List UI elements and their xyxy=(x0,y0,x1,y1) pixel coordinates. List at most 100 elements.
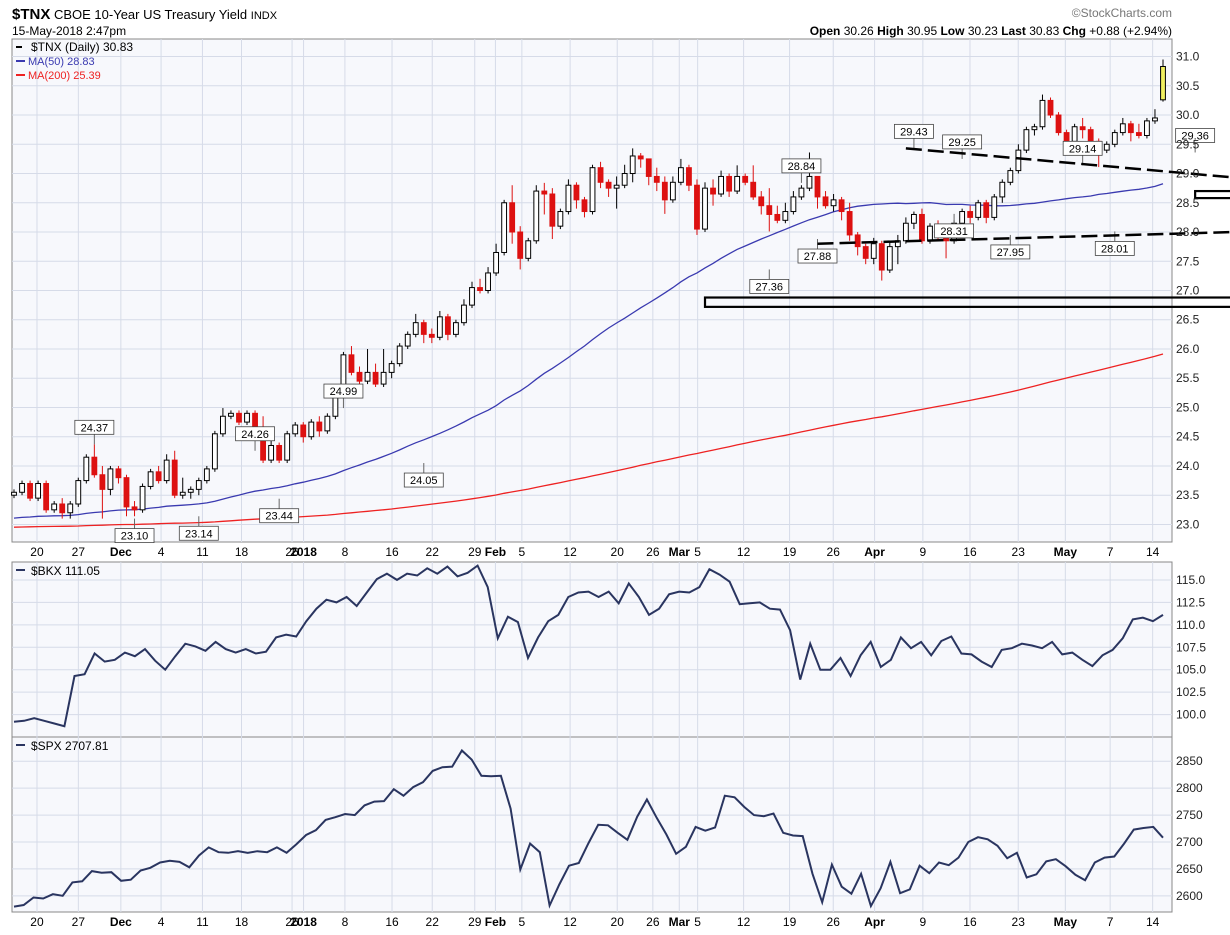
annotation-label-4: 23.44 xyxy=(265,511,293,523)
candle-body-141 xyxy=(1144,120,1150,137)
candle-body-62 xyxy=(509,202,516,233)
main-x-tick-27: 7 xyxy=(1107,545,1114,559)
candle-body-7 xyxy=(67,503,74,514)
bottom-x-tick-1: 27 xyxy=(72,915,86,929)
annotation-box-7 xyxy=(749,279,790,294)
candle-body-131 xyxy=(1063,132,1070,142)
candle-body-101 xyxy=(822,196,829,207)
bottom-x-tick-9: 16 xyxy=(385,915,399,929)
candle-body-9 xyxy=(83,456,90,482)
candle-body-84 xyxy=(686,167,692,186)
high-value: 30.95 xyxy=(907,24,938,38)
bkx-y-tick-0: 100.0 xyxy=(1176,708,1206,722)
chart-header: $TNX CBOE 10-Year US Treasury Yield INDX xyxy=(12,6,1172,23)
main-x-tick-21: 26 xyxy=(827,545,841,559)
annotation-box-11 xyxy=(942,134,983,150)
annotation-label-7: 27.36 xyxy=(756,281,784,293)
candle-body-26 xyxy=(219,415,226,435)
annotations: 24.37 23.10 23.14 24.26 23.44 24.99 24.05 27.36… xyxy=(74,123,1230,544)
candle-body-12 xyxy=(107,468,114,490)
candle-body-69 xyxy=(565,184,572,213)
spx-y-tick-1: 2650 xyxy=(1176,862,1203,876)
trendline-upper xyxy=(905,147,1230,179)
bottom-x-tick-13: 5 xyxy=(519,915,526,929)
open-value: 30.26 xyxy=(843,24,874,38)
candle-body-81 xyxy=(661,181,668,201)
candle-body-71 xyxy=(581,199,588,213)
annotation-label-5: 24.99 xyxy=(330,386,358,398)
bkx-y-tick-4: 110.0 xyxy=(1176,618,1205,632)
candle-body-35 xyxy=(292,424,299,435)
bottom-x-tick-25: 23 xyxy=(1012,915,1026,929)
candle-body-64 xyxy=(525,240,532,259)
bottom-x-tick-5: 18 xyxy=(235,915,249,929)
exchange: INDX xyxy=(250,10,278,22)
box-mar xyxy=(1194,189,1230,200)
last-value: 30.83 xyxy=(1029,24,1060,38)
last-label: Last xyxy=(1001,24,1026,38)
candle-body-114 xyxy=(927,225,933,242)
candle-body-76 xyxy=(621,173,628,186)
main-x-tick-28: 14 xyxy=(1146,545,1160,559)
main-x-tick-2: Dec xyxy=(110,545,132,559)
candle-body-30 xyxy=(252,412,258,429)
main-y-tick-9: 27.5 xyxy=(1176,254,1200,268)
candle-body-44 xyxy=(364,371,371,382)
main-x-tick-1: 27 xyxy=(72,545,86,559)
candle-body-66 xyxy=(541,190,548,195)
main-y-tick-15: 30.5 xyxy=(1176,79,1200,93)
main-x-tick-26: May xyxy=(1054,545,1078,559)
annotation-box-3 xyxy=(235,426,275,442)
candle-body-1 xyxy=(19,483,25,493)
main-x-tick-4: 11 xyxy=(196,545,209,559)
legend-bkx: $BKX 111.05 xyxy=(31,564,100,578)
candle-body-32 xyxy=(268,444,275,461)
main-x-tick-6: 26 xyxy=(285,545,299,559)
main-x-tick-8: 8 xyxy=(342,545,349,559)
annotation-label-6: 24.05 xyxy=(410,475,438,487)
spx-panel-bg xyxy=(11,736,1173,913)
main-x-tick-5: 18 xyxy=(235,545,249,559)
candle-body-94 xyxy=(766,205,773,215)
candle-body-113 xyxy=(919,213,925,242)
annotation-label-2: 23.14 xyxy=(185,528,213,540)
annotation-box-15 xyxy=(1094,241,1135,256)
candle-body-67 xyxy=(549,193,556,227)
candle-body-11 xyxy=(99,474,106,490)
candle-body-123 xyxy=(999,181,1006,198)
candle-body-39 xyxy=(324,415,331,432)
candle-body-132 xyxy=(1071,126,1078,142)
candle-body-105 xyxy=(854,234,861,248)
candle-body-29 xyxy=(244,412,250,423)
candle-body-6 xyxy=(59,503,66,514)
candle-body-56 xyxy=(461,304,467,324)
candle-body-124 xyxy=(1007,170,1014,183)
candle-body-98 xyxy=(798,187,805,198)
ohlc-readout: Open 30.26 High 30.95 Low 30.23 Last 30.… xyxy=(810,24,1172,38)
annotation-box-9 xyxy=(797,248,838,264)
candle-body-4 xyxy=(43,483,50,511)
bottom-x-tick-7: 2018 xyxy=(290,915,317,929)
candle-body-50 xyxy=(412,322,419,335)
candle-body-2 xyxy=(27,483,33,499)
main-y-tick-5: 25.5 xyxy=(1176,371,1200,385)
bkx-panel-bg xyxy=(11,561,1173,738)
candle-body-16 xyxy=(139,485,146,511)
candle-body-73 xyxy=(597,167,604,183)
candle-body-59 xyxy=(485,272,491,292)
bottom-x-tick-21: 26 xyxy=(827,915,841,929)
bkx-y-tick-3: 107.5 xyxy=(1176,640,1206,654)
main-x-tick-20: 19 xyxy=(783,545,797,559)
candle-body-97 xyxy=(790,196,797,213)
candle-body-130 xyxy=(1055,114,1062,134)
low-value: 30.23 xyxy=(967,24,998,38)
spx-y-tick-4: 2800 xyxy=(1176,781,1203,795)
candle-body-24 xyxy=(203,468,210,482)
candle-body-125 xyxy=(1015,149,1022,172)
bkx-y-tick-1: 102.5 xyxy=(1176,685,1206,699)
spx-y-tick-0: 2600 xyxy=(1176,889,1203,903)
candle-body-53 xyxy=(436,316,443,338)
candle-body-47 xyxy=(388,363,395,373)
main-x-tick-22: Apr xyxy=(864,545,885,559)
